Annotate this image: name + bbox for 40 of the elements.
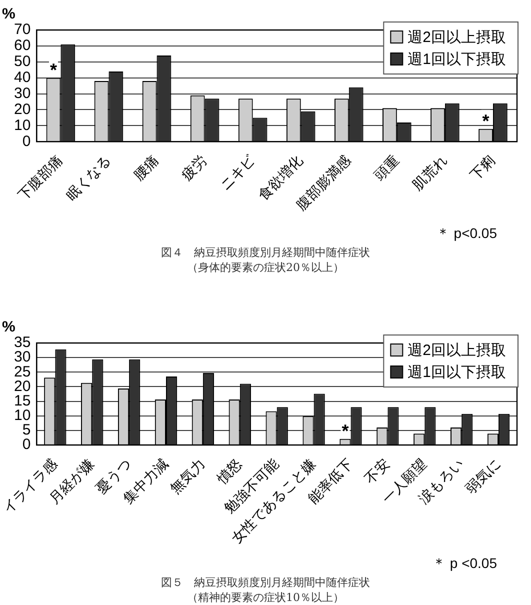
y-tick-label: 40 xyxy=(14,68,31,86)
text: 図５ 納豆摂取頻度別月経期間中随伴症状 xyxy=(160,575,371,590)
y-tick-label: 60 xyxy=(14,37,31,54)
y-tick-label: 15 xyxy=(14,392,31,410)
x-tick-label: 頭重 xyxy=(370,152,402,184)
x-tick-label: 弱気に xyxy=(462,455,504,496)
y-tick-label: 10 xyxy=(14,407,31,424)
data-label: * xyxy=(342,420,349,441)
y-tick-label: 50 xyxy=(14,53,31,70)
y-tick-label: 35 xyxy=(14,334,31,352)
data-label: * xyxy=(50,60,58,80)
y-tick-label: 30 xyxy=(14,348,31,366)
legend-label: 週1回以下摂取 xyxy=(408,364,506,382)
x-tick-label: 肌荒れ xyxy=(408,152,450,194)
x-tick-label: 下痢 xyxy=(466,152,498,184)
y-tick-label: 10 xyxy=(14,116,31,134)
y-tick-label: 20 xyxy=(14,378,31,395)
y-axis-title: % xyxy=(2,318,16,336)
text: （身体的要素の症状20％以上） xyxy=(186,260,345,275)
x-tick-label: 憤怒 xyxy=(212,455,245,488)
y-tick-label: 0 xyxy=(22,132,31,150)
legend-label: 週1回以下摂取 xyxy=(408,51,506,68)
legend-label: 週2回以上摂取 xyxy=(408,342,506,360)
y-tick-label: 30 xyxy=(14,84,31,102)
text: ＊ p<0.05 xyxy=(436,224,498,241)
text: （精神的要素の症状10％以上） xyxy=(186,590,345,605)
text: ＊ p <0.05 xyxy=(432,554,498,571)
x-tick-label: 疲労 xyxy=(178,152,210,184)
x-tick-label: 不安 xyxy=(361,455,393,487)
y-tick-label: 25 xyxy=(14,363,31,380)
y-axis-title: % xyxy=(2,6,16,23)
legend-label: 週2回以上摂取 xyxy=(408,29,506,46)
y-tick-label: 70 xyxy=(14,21,31,38)
y-tick-label: 20 xyxy=(14,100,31,118)
text: 図４ 納豆摂取頻度別月経期間中随伴症状 xyxy=(160,245,371,260)
y-tick-label: 0 xyxy=(22,436,31,454)
x-tick-label: 腰痛 xyxy=(130,152,162,184)
data-label: * xyxy=(482,110,490,131)
x-tick-label: ニキビ xyxy=(216,151,258,194)
y-tick-label: 5 xyxy=(22,422,31,439)
